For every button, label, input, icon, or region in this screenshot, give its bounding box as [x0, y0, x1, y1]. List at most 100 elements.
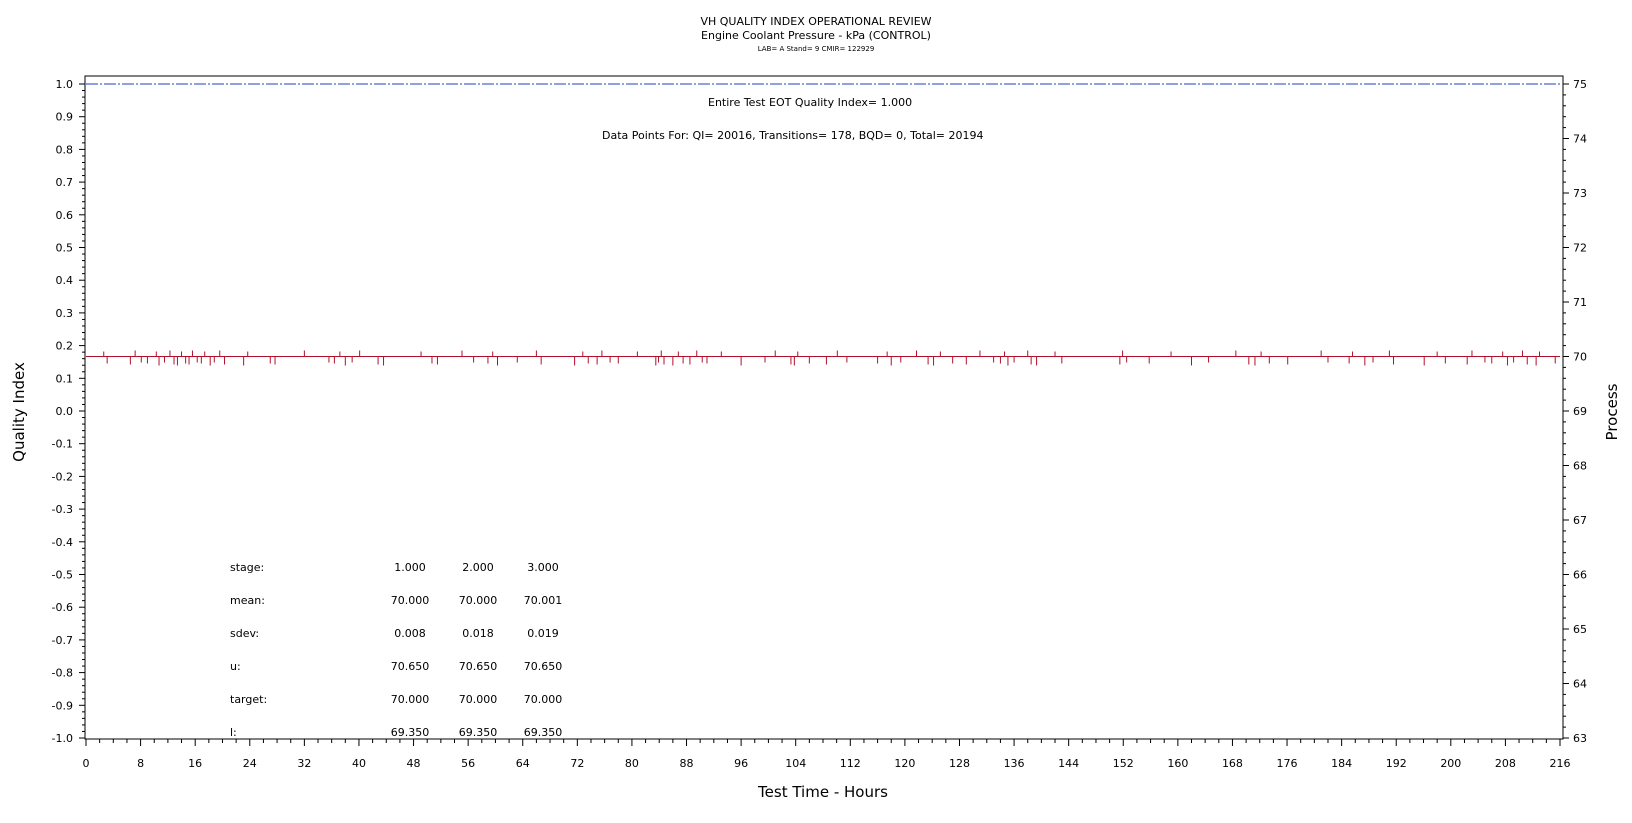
x-axis-tick-label: 120: [894, 757, 915, 770]
x-axis-tick-label: 208: [1495, 757, 1516, 770]
left-axis-tick-label: -1.0: [52, 732, 73, 745]
x-axis-tick-label: 112: [840, 757, 861, 770]
stats-value: 70.650: [524, 660, 563, 673]
left-axis-tick-label: -0.3: [52, 503, 73, 516]
y-axis-right-label: Process: [1603, 383, 1621, 440]
left-axis-tick-label: 0.3: [56, 307, 74, 320]
x-axis-tick-label: 104: [785, 757, 806, 770]
x-axis-label: Test Time - Hours: [757, 783, 888, 801]
stats-value: 0.008: [394, 627, 426, 640]
stats-value: 70.000: [524, 693, 563, 706]
right-axis-tick-label: 73: [1573, 187, 1587, 200]
left-axis-tick-label: -0.7: [52, 634, 73, 647]
right-axis-tick-label: 71: [1573, 296, 1587, 309]
left-axis-tick-label: 0.1: [56, 372, 74, 385]
x-axis-tick-label: 64: [516, 757, 530, 770]
y-axis-left-label: Quality Index: [10, 362, 28, 462]
x-axis-tick-label: 160: [1167, 757, 1188, 770]
x-axis: 0 8 16 24 32 40 48 56 64 72 80 88 96 104 112 120 128 136 1…: [83, 739, 1571, 770]
x-axis-tick-label: 184: [1331, 757, 1352, 770]
series-layer: [86, 83, 1560, 366]
right-axis-tick-label: 69: [1573, 405, 1587, 418]
x-axis-tick-label: 80: [625, 757, 639, 770]
left-axis-tick-label: -0.8: [52, 667, 73, 680]
x-axis-tick-label: 48: [407, 757, 421, 770]
right-axis-tick-label: 70: [1573, 351, 1587, 364]
x-axis-tick-label: 16: [188, 757, 202, 770]
x-axis-tick-label: 0: [83, 757, 90, 770]
chart-title: VH QUALITY INDEX OPERATIONAL REVIEW: [700, 15, 931, 28]
x-axis-tick-label: 88: [680, 757, 694, 770]
stats-row-label: sdev:: [230, 627, 259, 640]
stats-value: 70.650: [459, 660, 498, 673]
right-axis-tick-label: 66: [1573, 569, 1587, 582]
x-axis-tick-label: 192: [1386, 757, 1407, 770]
left-axis-tick-label: 0.4: [56, 274, 74, 287]
plot-area-frame: [84, 75, 1564, 740]
data-points-annotation: Data Points For: QI= 20016, Transitions=…: [602, 129, 984, 142]
left-axis-tick-label: -0.5: [52, 569, 73, 582]
stats-row-label: l:: [230, 726, 237, 739]
left-axis-tick-label: -0.4: [52, 536, 73, 549]
stats-table: stage: 1.000 2.000 3.000 mean: 70.000 70.000 70…: [230, 561, 562, 739]
right-axis-tick-label: 72: [1573, 242, 1587, 255]
x-axis-tick-label: 40: [352, 757, 366, 770]
left-axis-tick-label: 0.6: [56, 209, 74, 222]
left-axis-tick-label: 0.7: [56, 176, 74, 189]
x-axis-tick-label: 168: [1222, 757, 1243, 770]
left-axis-tick-label: 0.5: [56, 242, 74, 255]
right-axis-tick-label: 63: [1573, 732, 1587, 745]
right-axis-tick-label: 64: [1573, 678, 1587, 691]
right-axis-tick-label: 68: [1573, 460, 1587, 473]
stats-value: 70.000: [391, 693, 430, 706]
stats-value: 2.000: [462, 561, 494, 574]
stats-value: 69.350: [459, 726, 498, 739]
stats-value: 1.000: [394, 561, 426, 574]
right-axis-tick-label: 74: [1573, 133, 1587, 146]
left-axis-tick-label: 0.0: [56, 405, 74, 418]
x-axis-tick-label: 144: [1058, 757, 1079, 770]
x-axis-tick-label: 8: [137, 757, 144, 770]
left-axis-tick-label: 1.0: [56, 78, 74, 91]
stats-row-label: stage:: [230, 561, 264, 574]
chart-subsubtitle: LAB= A Stand= 9 CMIR= 122929: [758, 45, 875, 53]
x-axis-tick-label: 32: [297, 757, 311, 770]
x-axis-tick-label: 96: [734, 757, 748, 770]
stats-value: 70.000: [459, 693, 498, 706]
right-axis-tick-label: 65: [1573, 623, 1587, 636]
x-axis-tick-label: 136: [1004, 757, 1025, 770]
left-axis-tick-label: -0.1: [52, 438, 73, 451]
stats-value: 70.001: [524, 594, 563, 607]
chart-subtitle: Engine Coolant Pressure - kPa (CONTROL): [701, 29, 931, 42]
x-axis-tick-label: 152: [1113, 757, 1134, 770]
x-axis-tick-label: 216: [1550, 757, 1571, 770]
left-axis-tick-label: -0.2: [52, 470, 73, 483]
x-axis-tick-label: 56: [461, 757, 475, 770]
stats-row-label: u:: [230, 660, 241, 673]
x-axis-tick-label: 24: [243, 757, 257, 770]
stats-value: 69.350: [391, 726, 430, 739]
left-y-axis: 1.0 0.9 0.8 0.7 0.6 0.5 0.4 0.3 0.2 0.1 0.0 -0.1 -0.…: [52, 78, 85, 745]
stats-row-label: target:: [230, 693, 267, 706]
right-axis-tick-label: 67: [1573, 514, 1587, 527]
left-axis-tick-label: 0.9: [56, 111, 74, 124]
stats-value: 0.018: [462, 627, 494, 640]
left-axis-tick-label: 0.8: [56, 143, 74, 156]
x-axis-tick-label: 128: [949, 757, 970, 770]
x-axis-tick-label: 200: [1440, 757, 1461, 770]
right-y-axis: 75 74 73 72 71 70 69 68 67 66 65 64 63: [1563, 78, 1587, 745]
quality-index-annotation: Entire Test EOT Quality Index= 1.000: [708, 96, 912, 109]
stats-row-label: mean:: [230, 594, 265, 607]
stats-value: 70.000: [459, 594, 498, 607]
right-axis-tick-label: 75: [1573, 78, 1587, 91]
left-axis-tick-label: -0.6: [52, 601, 73, 614]
stats-value: 70.650: [391, 660, 430, 673]
x-axis-tick-label: 176: [1277, 757, 1298, 770]
stats-value: 69.350: [524, 726, 563, 739]
left-axis-tick-label: -0.9: [52, 699, 73, 712]
x-axis-tick-label: 72: [570, 757, 584, 770]
stats-value: 0.019: [527, 627, 559, 640]
stats-value: 3.000: [527, 561, 559, 574]
